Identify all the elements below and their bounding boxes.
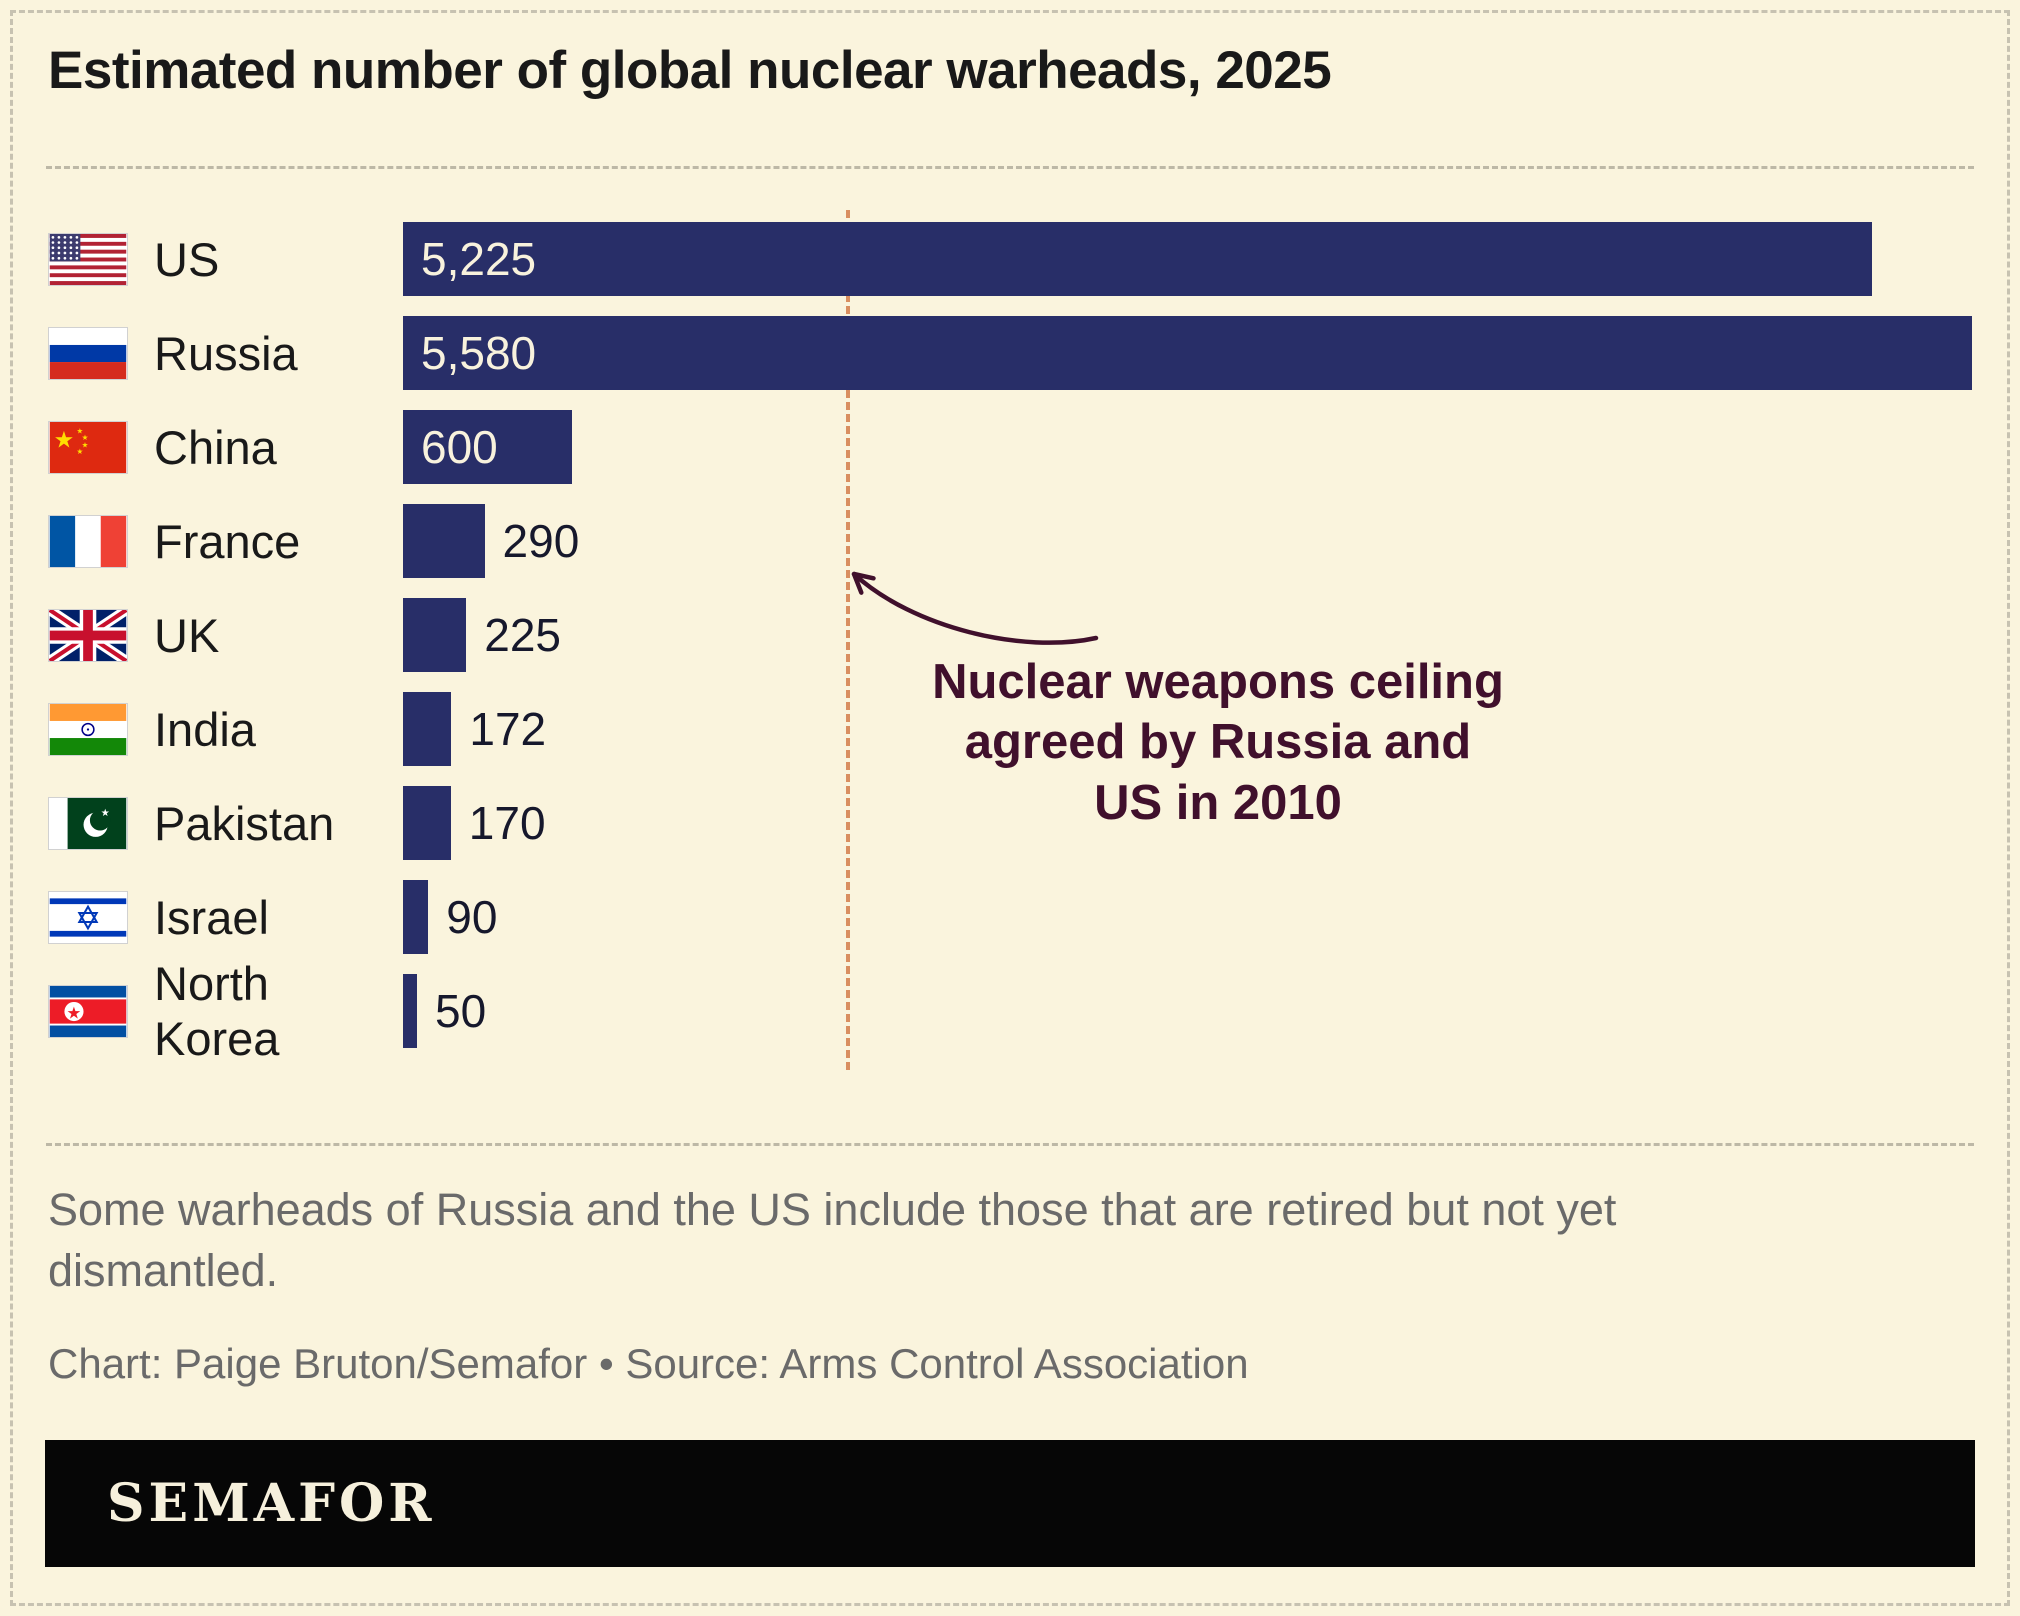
annotation-arrow-icon [851,571,1099,645]
value-label: 90 [446,891,498,943]
value-bar: 5,225 [403,222,1873,296]
chart-row: US 5,225 [48,212,1972,306]
bar-track: 5,580 [403,316,1972,390]
country-label: Israel [154,890,269,944]
chart-row: UK 225 [48,588,1972,682]
uk-flag-icon [48,608,128,662]
ceiling-annotation-line: Nuclear weapons ceiling [932,655,1504,709]
value-label: 600 [421,421,498,473]
country-label: North Korea [154,957,280,1065]
value-label: 225 [484,609,562,661]
country-label: Pakistan [154,796,335,850]
chart-row: India 172 [48,682,1972,776]
bar-track: 600 [403,410,1972,484]
value-bar [403,598,467,672]
value-label: 50 [435,985,487,1037]
ceiling-annotation-line: agreed by Russia and [964,715,1472,770]
credit-line: Chart: Paige Bruton/Semafor • Source: Ar… [48,1340,1249,1387]
value-bar [403,880,429,954]
country-label: Russia [154,326,298,380]
north-korea-flag-icon: ★ [48,984,128,1038]
us-flag-icon [48,232,128,286]
value-bar [403,692,452,766]
bar-track: 290 [403,504,1972,578]
bar-chart: US 5,225 Russia 5,580 ★ ★ ★ ★ ★ China 600 France 290… [48,210,1972,1072]
svg-text:★: ★ [77,446,84,455]
ceiling-dashed-line [846,210,851,1070]
chart-row: ★ North Korea 50 [48,957,1972,1065]
top-separator [46,166,1974,169]
country-label: China [154,420,277,474]
russia-flag-icon [48,326,128,380]
india-flag-icon [48,702,128,756]
country-label: France [154,514,301,568]
svg-text:★: ★ [77,426,84,435]
ceiling-annotation: Nuclear weapons ceiling agreed by Russia… [858,652,1578,833]
china-flag-icon: ★ ★ ★ ★ ★ [48,420,128,474]
svg-text:★: ★ [67,1003,82,1022]
bar-track: 5,225 [403,222,1972,296]
value-label: 5,580 [421,327,537,379]
pakistan-flag-icon: ★ [48,796,128,850]
svg-text:★: ★ [82,432,89,441]
chart-row: ★ Pakistan 170 [48,776,1972,870]
chart-row: Russia 5,580 [48,306,1972,400]
value-label: 290 [502,515,580,567]
value-label: 170 [468,797,546,849]
chart-title: Estimated number of global nuclear warhe… [48,41,1332,100]
svg-text:★: ★ [82,440,89,449]
country-label: UK [154,608,220,662]
value-label: 172 [469,703,547,755]
israel-flag-icon [48,890,128,944]
bottom-separator [46,1143,1974,1146]
semafor-logo: SEMAFOR [107,1473,436,1534]
ceiling-annotation-line: US in 2010 [1094,775,1342,830]
bar-track: 225 [403,598,1972,672]
bar-track: 172 [403,692,1972,766]
value-bar [403,504,485,578]
value-bar: 5,580 [403,316,1972,390]
chart-row: ★ ★ ★ ★ ★ China 600 [48,400,1972,494]
footnote: Some warheads of Russia and the US inclu… [48,1184,1617,1296]
bar-track: 90 [403,880,1972,954]
bar-track: 170 [403,786,1972,860]
country-label: India [154,702,256,756]
country-label: US [154,232,220,286]
france-flag-icon [48,514,128,568]
svg-text:★: ★ [101,807,110,818]
value-label: 5,225 [421,233,537,285]
value-bar: 600 [403,410,572,484]
footer-bar: SEMAFOR [45,1440,1975,1567]
svg-text:★: ★ [54,426,75,452]
value-bar [403,786,451,860]
value-bar [403,974,418,1048]
chart-row: France 290 [48,494,1972,588]
chart-row: Israel 90 [48,870,1972,964]
chart-rows: US 5,225 Russia 5,580 ★ ★ ★ ★ ★ China 600 France 290… [48,212,1972,1065]
bar-track: 50 [403,974,1972,1048]
